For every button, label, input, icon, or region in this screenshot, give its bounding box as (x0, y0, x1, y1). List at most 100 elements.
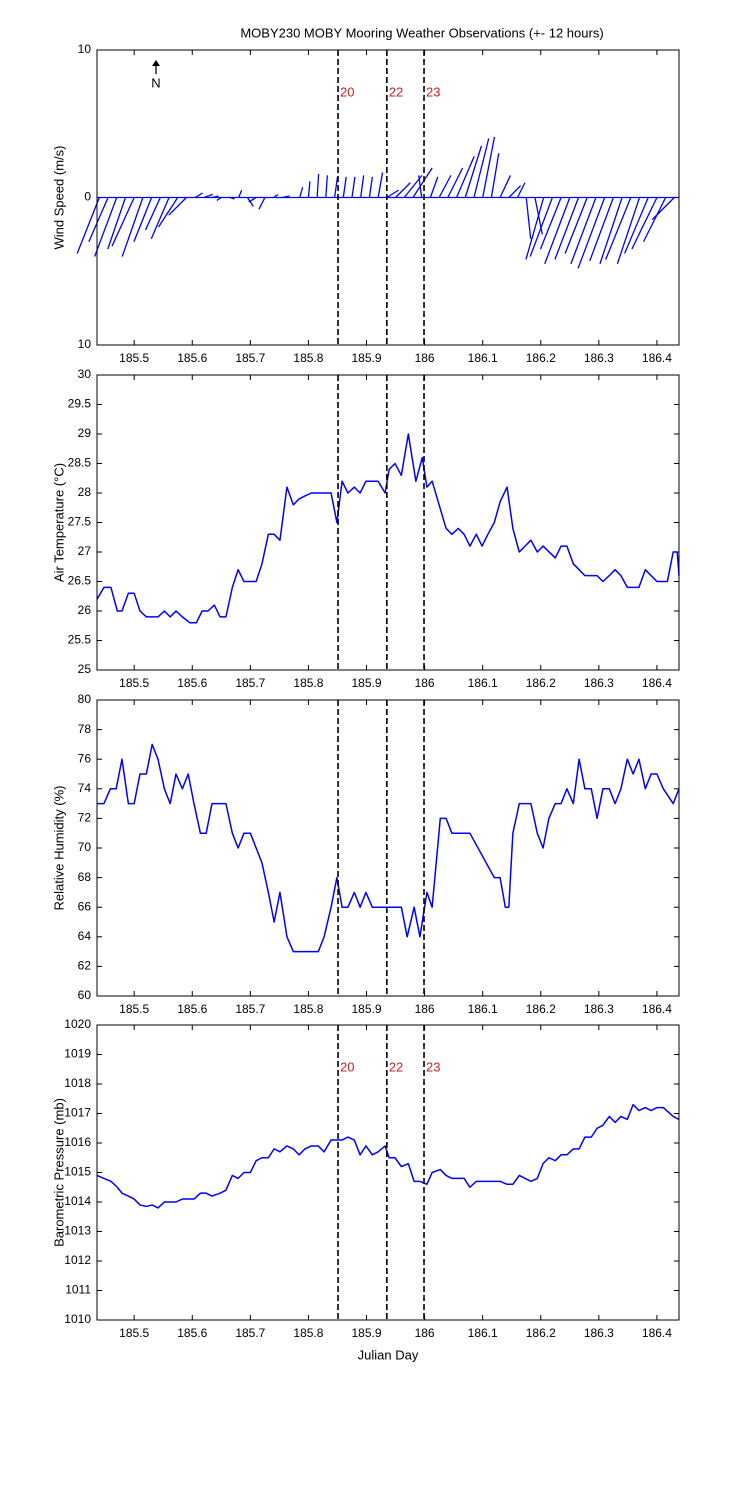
x-tick-label: 186.3 (584, 1002, 614, 1016)
wind-stick (94, 197, 118, 257)
wind-stick (464, 145, 483, 198)
wind-stick (144, 197, 161, 231)
x-tick-label: 185.6 (177, 1326, 207, 1340)
y-tick-label: 70 (78, 840, 92, 854)
x-tick-label: 185.6 (177, 1002, 207, 1016)
event-label: 23 (426, 1059, 440, 1074)
wind-stick (307, 181, 311, 198)
y-tick-label: 28 (78, 485, 92, 499)
wind-stick (599, 197, 623, 265)
x-tick-label: 185.8 (293, 1002, 323, 1016)
wind-stick (76, 197, 100, 254)
wind-stick (248, 196, 257, 203)
wind-stick (490, 153, 500, 198)
wind-stick (605, 197, 632, 260)
y-tick-label: 76 (78, 751, 92, 765)
wind-stick (651, 197, 675, 221)
wind-stick (554, 197, 580, 260)
wind-stick (616, 197, 641, 265)
plot-frame (96, 374, 680, 671)
y-tick-label: 10 (78, 337, 92, 351)
wind-stick (168, 197, 187, 216)
x-tick-label: 186 (415, 1326, 435, 1340)
y-tick-label: 1014 (64, 1194, 91, 1208)
x-tick-label: 186.4 (642, 1002, 672, 1016)
x-axis-label: Julian Day (358, 1347, 419, 1362)
wind-stick (216, 196, 222, 201)
panel: 25 25.5 26 26.5 27 27.5 28 28.5 29 29.5 30 185.5 185… (51, 367, 680, 690)
x-tick-label: 186.1 (468, 1326, 498, 1340)
x-tick-label: 185.8 (293, 351, 323, 365)
y-tick-label: 64 (78, 929, 92, 943)
wind-stick (229, 196, 235, 200)
wind-stick (631, 197, 658, 250)
y-tick-label: 1020 (64, 1017, 91, 1031)
wind-stick (351, 176, 356, 198)
event-label: 22 (389, 84, 403, 99)
north-label: N (151, 75, 160, 90)
plot-frame (96, 699, 680, 997)
y-axis-label: Relative Humidity (%) (51, 786, 66, 911)
y-tick-label: 1017 (64, 1106, 91, 1120)
wind-stick (455, 155, 475, 198)
panel: 10 0 10 185.5 185.6 185.7 185.8 185.9 186 186.1 18… (51, 42, 680, 365)
wind-stick (570, 197, 597, 265)
y-tick-label: 62 (78, 959, 92, 973)
x-tick-label: 186.2 (526, 1326, 556, 1340)
y-tick-label: 27 (78, 544, 92, 558)
x-tick-label: 185.7 (235, 1326, 265, 1340)
y-tick-label: 72 (78, 811, 92, 825)
wind-stick (368, 176, 374, 198)
wind-stick (360, 175, 365, 198)
wind-stick (158, 197, 179, 228)
wind-stick (203, 193, 213, 199)
wind-stick (282, 195, 290, 199)
event-label: 23 (426, 84, 440, 99)
y-tick-label: 80 (78, 692, 92, 706)
x-tick-label: 185.8 (293, 1326, 323, 1340)
event-label: 20 (340, 1059, 354, 1074)
x-tick-label: 185.5 (119, 351, 149, 365)
y-axis-label: Air Temperature (°C) (51, 463, 66, 582)
x-tick-label: 186.3 (584, 676, 614, 690)
x-tick-label: 186.1 (468, 1002, 498, 1016)
y-tick-label: 26 (78, 603, 92, 617)
plot-frame (96, 49, 680, 346)
x-tick-label: 186.2 (526, 1002, 556, 1016)
y-tick-label: 1010 (64, 1312, 91, 1326)
data-line (96, 433, 680, 624)
wind-stick (121, 197, 144, 257)
x-tick-label: 185.9 (351, 1002, 381, 1016)
wind-stick (325, 175, 328, 198)
x-tick-label: 185.5 (119, 1326, 149, 1340)
wind-stick (482, 136, 496, 198)
y-tick-label: 60 (78, 988, 92, 1002)
wind-stick (525, 197, 532, 239)
wind-stick (111, 197, 135, 247)
y-tick-label: 25 (78, 662, 92, 676)
x-tick-label: 186.3 (584, 1326, 614, 1340)
x-tick-label: 186.2 (526, 351, 556, 365)
wind-stick (438, 175, 452, 198)
y-tick-label: 1012 (64, 1253, 91, 1267)
y-tick-label: 78 (78, 722, 92, 736)
wind-stick (273, 194, 279, 199)
y-tick-label: 29.5 (68, 397, 92, 411)
wind-stick (333, 176, 339, 198)
x-tick-label: 185.5 (119, 1002, 149, 1016)
wind-stick (539, 197, 562, 250)
wind-stick (299, 186, 304, 198)
y-tick-label: 29 (78, 426, 92, 440)
y-tick-label: 66 (78, 899, 92, 913)
x-tick-label: 186.4 (642, 1326, 672, 1340)
y-tick-label: 28.5 (68, 456, 92, 470)
x-tick-label: 185.9 (351, 1326, 381, 1340)
wind-stick (642, 197, 667, 243)
y-axis-label: Wind Speed (m/s) (51, 145, 66, 249)
y-tick-label: 1015 (64, 1165, 91, 1179)
wind-stick (133, 197, 153, 242)
plot-frame (96, 1024, 680, 1321)
y-tick-label: 1016 (64, 1135, 91, 1149)
y-tick-label: 10 (78, 42, 92, 56)
